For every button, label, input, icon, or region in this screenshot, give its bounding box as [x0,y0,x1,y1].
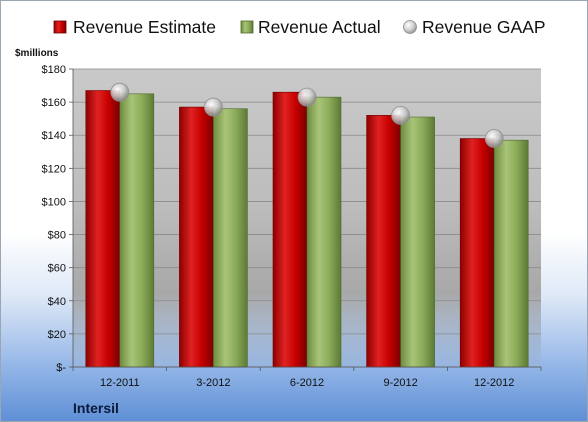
x-tick-label: 9-2012 [383,377,417,389]
y-tick-label: $20 [48,329,66,341]
y-axis-label: $millions [15,48,59,59]
x-axis: 12-2011 3-2012 6-2012 9-2012 12-2012 [72,366,542,389]
legend: Revenue Estimate Revenue Actual Revenue … [53,17,546,37]
legend-item-revenue-actual: Revenue Actual [240,17,381,37]
legend-item-revenue-gaap: Revenue GAAP [403,17,546,37]
legend-swatch-estimate [53,20,67,34]
legend-label-estimate: Revenue Estimate [73,17,216,37]
y-axis: $- $20 $40 $60 $80 $100 $120 $140 $160 $180 [42,64,74,374]
y-tick-label: $140 [42,130,66,142]
y-tick-label: $180 [42,64,66,76]
x-tick-label: 6-2012 [290,377,324,389]
legend-label-gaap: Revenue GAAP [422,17,546,37]
bar-revenue-actual [493,139,529,368]
marker-revenue-gaap [484,129,504,148]
marker-revenue-gaap [203,97,223,117]
bar-revenue-estimate [85,90,121,368]
legend-swatch-gaap [403,20,417,34]
y-tick-label: $100 [42,196,66,208]
bar-revenue-estimate [179,106,214,368]
x-tick-label: 3-2012 [196,377,230,389]
gaap-markers [110,82,504,148]
company-label: Intersil [73,400,119,416]
bar-revenue-actual [400,116,435,368]
bar-revenue-actual [213,108,248,368]
legend-label-actual: Revenue Actual [258,17,381,37]
y-tick-label: $120 [42,163,66,175]
marker-revenue-gaap [391,105,411,125]
y-tick-label: $160 [42,97,66,109]
bar-revenue-actual [119,93,155,368]
y-tick-label: $80 [48,230,66,242]
y-tick-label: $40 [48,296,66,308]
marker-revenue-gaap [297,87,317,107]
y-tick-label: $60 [48,263,66,275]
marker-revenue-gaap [110,82,130,102]
x-tick-label: 12-2012 [474,377,514,389]
legend-item-revenue-estimate: Revenue Estimate [53,17,216,37]
legend-swatch-actual [240,20,254,34]
bars [85,90,529,368]
bar-revenue-estimate [272,91,308,368]
bar-revenue-estimate [459,138,495,368]
y-tick-label: $- [56,362,66,374]
x-tick-label: 12-2011 [100,377,140,389]
bar-revenue-estimate [366,115,401,368]
bar-revenue-actual [306,96,342,368]
